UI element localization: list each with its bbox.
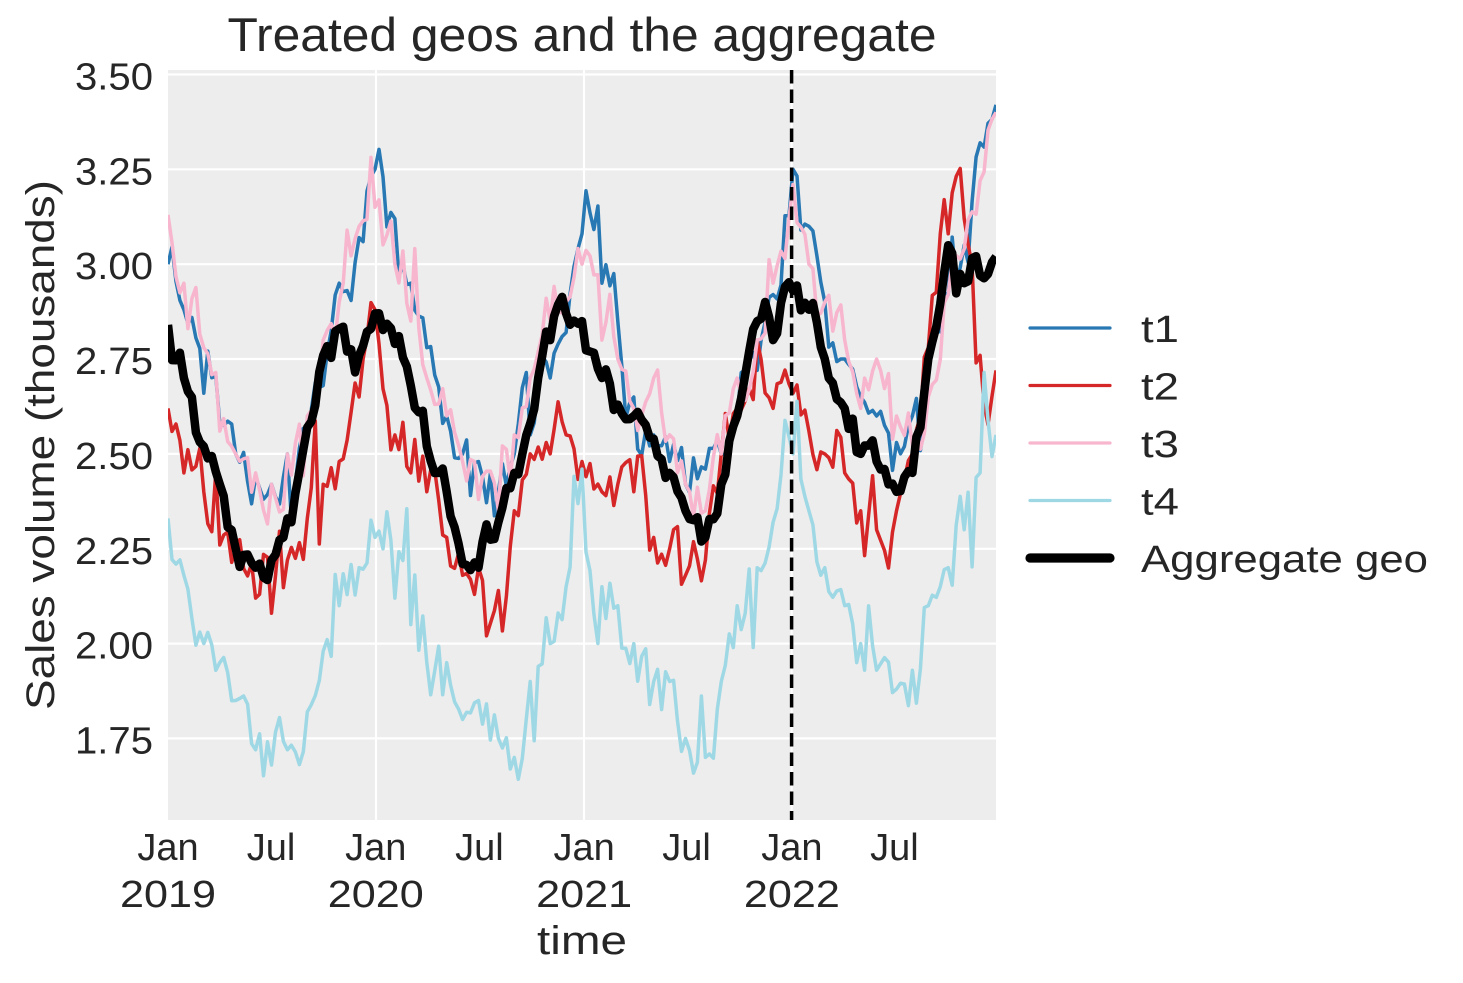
svg-text:t2: t2 <box>1141 367 1179 409</box>
svg-text:Treated geos and the aggregate: Treated geos and the aggregate <box>228 8 937 61</box>
svg-text:t4: t4 <box>1141 482 1179 524</box>
svg-text:1.75: 1.75 <box>75 720 153 762</box>
svg-text:t3: t3 <box>1141 424 1179 466</box>
svg-text:Jan: Jan <box>345 827 406 869</box>
svg-text:3.50: 3.50 <box>75 57 153 99</box>
svg-text:2019: 2019 <box>120 874 216 916</box>
svg-text:2021: 2021 <box>536 874 632 916</box>
svg-text:2.25: 2.25 <box>75 531 153 573</box>
svg-text:2.75: 2.75 <box>75 341 153 383</box>
svg-text:3.25: 3.25 <box>75 151 153 193</box>
svg-text:Aggregate geo: Aggregate geo <box>1141 539 1428 581</box>
svg-text:t1: t1 <box>1141 309 1179 351</box>
svg-text:Jan: Jan <box>761 827 822 869</box>
svg-text:Jul: Jul <box>455 827 504 869</box>
svg-text:2.00: 2.00 <box>75 626 153 668</box>
svg-text:time: time <box>537 919 627 963</box>
svg-text:2.50: 2.50 <box>75 436 153 478</box>
svg-text:2020: 2020 <box>328 874 424 916</box>
svg-text:Jul: Jul <box>870 827 919 869</box>
svg-text:2022: 2022 <box>744 874 840 916</box>
svg-text:Jan: Jan <box>137 827 198 869</box>
svg-text:3.00: 3.00 <box>75 246 153 288</box>
svg-text:Jan: Jan <box>553 827 614 869</box>
svg-text:Sales volume (thousands): Sales volume (thousands) <box>19 180 63 710</box>
svg-text:Jul: Jul <box>247 827 296 869</box>
svg-text:Jul: Jul <box>662 827 711 869</box>
